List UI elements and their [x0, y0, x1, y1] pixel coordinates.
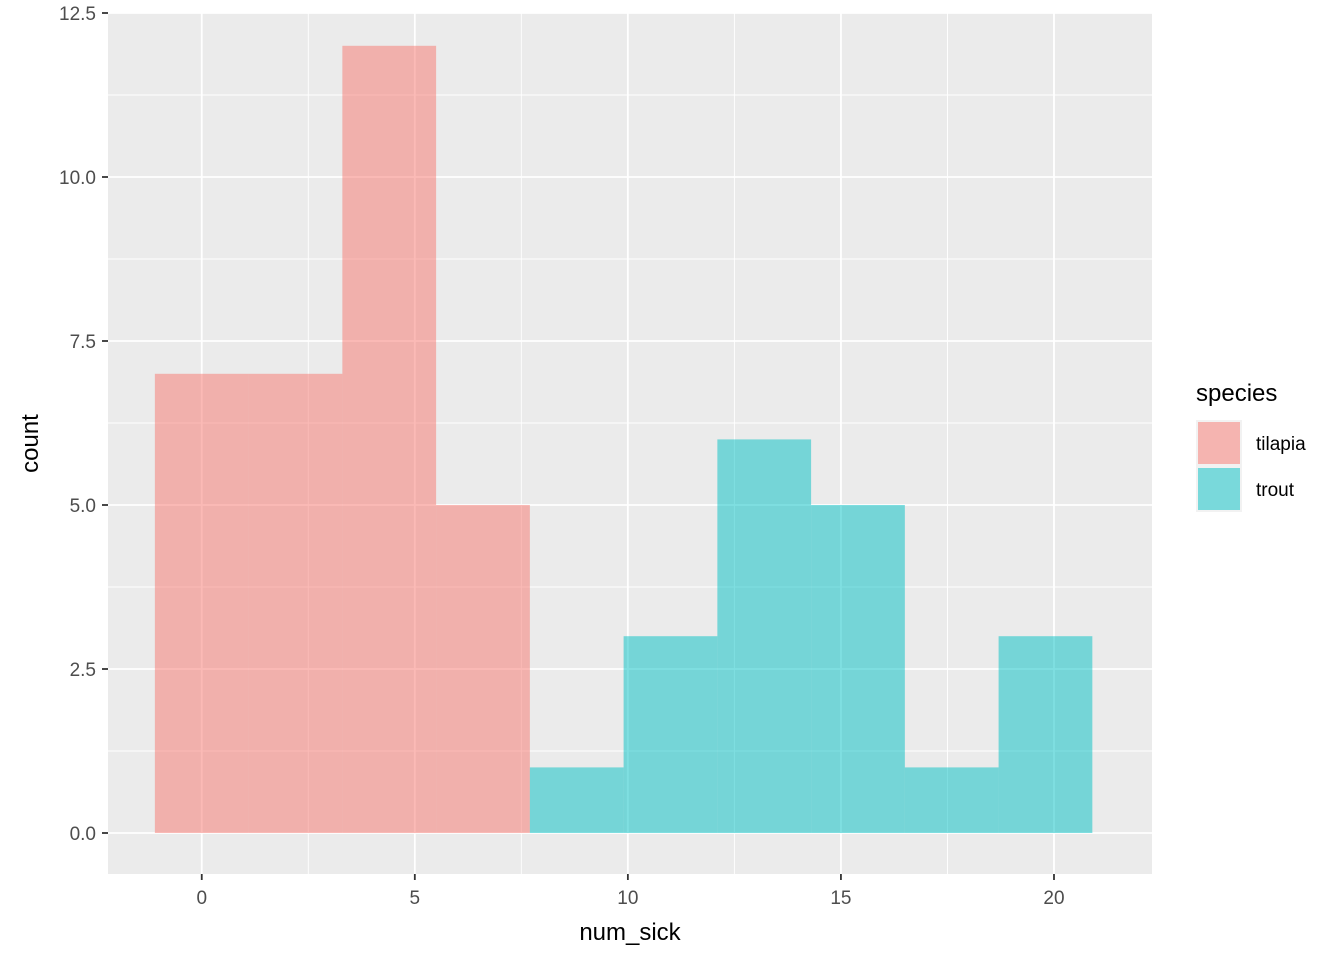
- x-tick-label: 15: [830, 888, 851, 909]
- histogram-bar-trout: [529, 767, 624, 833]
- histogram-bars: [154, 45, 1093, 834]
- y-axis: 0.0 2.5 5.0 7.5 10.0 12.5: [59, 4, 108, 845]
- legend: species tilapia trout: [1196, 380, 1306, 512]
- histogram-bar-trout: [811, 505, 905, 833]
- histogram-bar-trout: [904, 767, 999, 833]
- legend-key-tilapia: [1198, 422, 1240, 464]
- legend-label-trout: trout: [1256, 480, 1295, 501]
- y-axis-title: count: [17, 414, 44, 473]
- legend-key-trout: [1198, 468, 1240, 510]
- y-tick-label: 12.5: [59, 4, 96, 25]
- histogram-bar-trout: [717, 439, 812, 833]
- x-tick-label: 20: [1043, 888, 1064, 909]
- x-tick-label: 10: [617, 888, 638, 909]
- histogram-bar-tilapia: [342, 45, 437, 834]
- legend-label-tilapia: tilapia: [1256, 434, 1306, 455]
- x-axis: 0 5 10 15 20: [196, 874, 1065, 909]
- histogram-bar-tilapia: [436, 505, 530, 833]
- histogram-bar-tilapia: [154, 373, 249, 833]
- x-tick-label: 5: [410, 888, 421, 909]
- histogram-bar-trout: [998, 636, 1093, 833]
- y-tick-label: 5.0: [70, 496, 96, 517]
- x-axis-title: num_sick: [579, 919, 681, 946]
- x-tick-label: 0: [196, 888, 207, 909]
- y-tick-label: 7.5: [70, 332, 96, 353]
- y-tick-label: 0.0: [70, 824, 96, 845]
- legend-title: species: [1196, 380, 1277, 407]
- y-tick-label: 2.5: [70, 660, 96, 681]
- histogram-bar-tilapia: [248, 373, 343, 833]
- y-tick-label: 10.0: [59, 168, 96, 189]
- histogram-bar-trout: [623, 636, 718, 833]
